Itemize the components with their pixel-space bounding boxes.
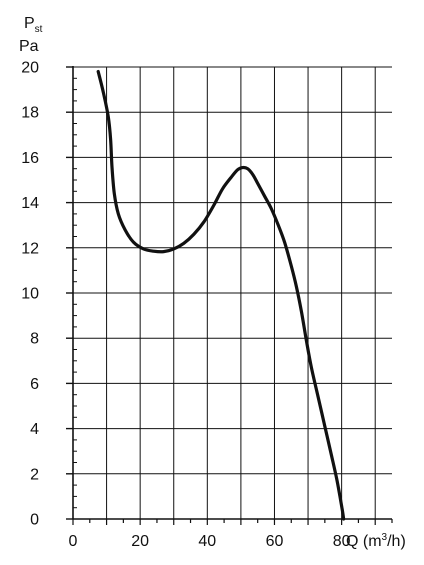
y-tick-label: 16 [21,150,39,167]
data-point [310,366,313,369]
x-tick-label: 40 [198,533,216,550]
x-axis-label: Q (m3/h) [346,532,406,550]
data-point [341,509,343,511]
data-point [257,182,259,184]
data-point [290,265,292,267]
series-line [96,69,346,521]
x-tick-label: 20 [131,533,149,550]
data-point [283,241,286,243]
data-point [263,195,265,197]
y-tick-label: 20 [21,60,39,77]
y-tick-label: 6 [30,376,39,393]
data-point [230,177,232,179]
data-point [97,70,99,73]
y-tick-label: 8 [30,331,39,348]
data-point [241,166,244,169]
data-point [236,169,239,171]
y-minor-ticks [73,77,77,509]
data-point [107,116,109,118]
data-point [183,242,185,244]
data-point [277,223,279,225]
axes [66,66,393,525]
data-point [213,204,215,206]
y-tick-label: 14 [21,195,39,212]
data-point [111,165,113,168]
data-point [295,285,297,287]
data-point [124,229,126,231]
x-tick-labels: 0 20 40 60 80 [69,533,351,550]
y-axis-label: Pst [24,15,43,35]
data-point [152,250,155,252]
x-tick-label: 0 [69,533,78,550]
y-tick-labels: 0 2 4 6 8 10 12 14 16 18 20 [21,60,39,529]
data-point [203,221,205,223]
data-point [193,233,195,235]
data-point [110,138,112,140]
x-tick-label: 60 [266,533,284,550]
data-point [173,248,175,250]
y-tick-label: 0 [30,512,39,529]
data-point [335,477,338,479]
y-tick-label: 12 [21,240,39,257]
data-point [247,168,249,170]
data-point [330,455,333,457]
y-tick-label: 4 [30,421,39,438]
data-point [317,396,319,398]
data-point [339,495,341,497]
data-point [221,188,224,190]
data-point [300,310,302,312]
data-point [252,173,254,175]
y-tick-label: 2 [30,466,39,483]
data-point [117,213,119,215]
data-point [343,518,345,520]
y-axis-unit: Pa [19,38,39,55]
data-point [163,251,165,253]
data-point [305,339,307,342]
grid [73,66,392,519]
y-tick-label: 18 [21,105,39,122]
series [96,69,346,521]
data-point [142,248,145,250]
x-tick-label: 80 [333,533,351,550]
data-point [102,91,104,93]
data-point [324,425,326,427]
data-point [113,192,115,195]
y-tick-label: 10 [21,286,39,303]
data-point [132,241,135,243]
data-point [270,207,272,209]
